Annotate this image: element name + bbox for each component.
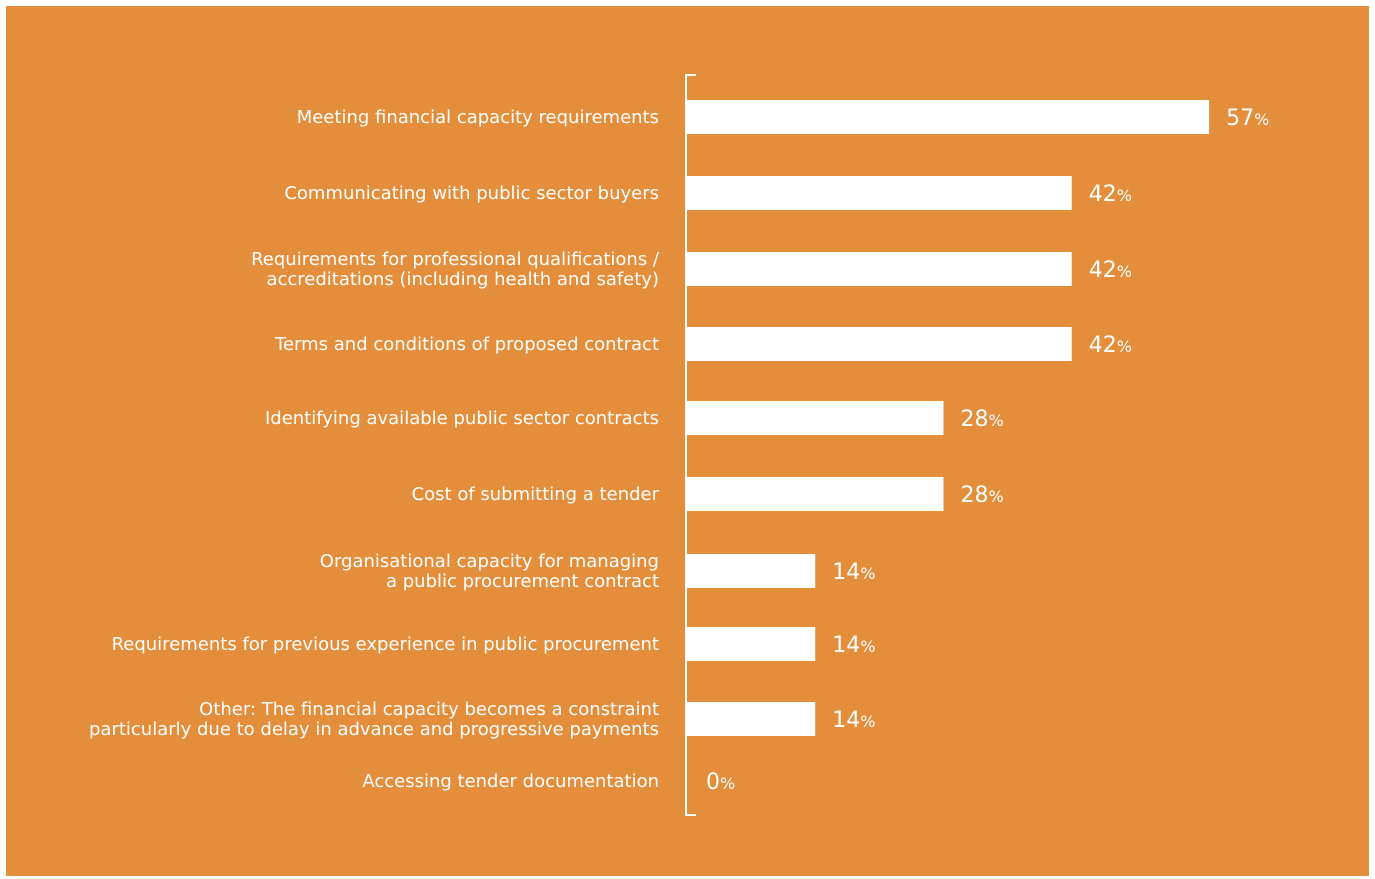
value-label: 42% bbox=[1089, 333, 1132, 358]
category-label: Terms and conditions of proposed contrac… bbox=[274, 334, 659, 355]
bar bbox=[687, 176, 1072, 210]
bar-chart: Meeting financial capacity requirements 5… bbox=[89, 74, 1269, 816]
bar bbox=[687, 554, 816, 588]
category-label: Requirements for previous experience in … bbox=[112, 634, 659, 655]
category-label: Identifying available public sector cont… bbox=[265, 408, 659, 429]
value-label: 28% bbox=[960, 483, 1003, 508]
value-label: 28% bbox=[960, 407, 1003, 432]
y-axis bbox=[685, 74, 696, 816]
category-label: Other: The financial capacity becomes a … bbox=[89, 699, 659, 740]
value-label: 14% bbox=[832, 708, 875, 733]
chart-panel: Meeting financial capacity requirements 5… bbox=[6, 6, 1369, 876]
category-label: Meeting financial capacity requirements bbox=[297, 107, 659, 128]
category-label: Requirements for professional qualificat… bbox=[251, 249, 660, 290]
bar bbox=[687, 627, 816, 661]
category-label: Communicating with public sector buyers bbox=[284, 183, 659, 204]
category-label: Accessing tender documentation bbox=[362, 771, 659, 792]
value-label: 0% bbox=[706, 770, 735, 795]
category-label: Organisational capacity for managing a pu… bbox=[320, 551, 659, 592]
bar bbox=[687, 327, 1072, 361]
bar bbox=[687, 401, 944, 435]
bar bbox=[687, 100, 1210, 134]
value-label: 14% bbox=[832, 633, 875, 658]
value-label: 42% bbox=[1089, 182, 1132, 207]
bar bbox=[687, 702, 816, 736]
value-label: 14% bbox=[832, 560, 875, 585]
bar bbox=[687, 252, 1072, 286]
value-label: 42% bbox=[1089, 258, 1132, 283]
category-label: Cost of submitting a tender bbox=[412, 484, 660, 505]
bar bbox=[687, 477, 944, 511]
value-label: 57% bbox=[1226, 106, 1269, 131]
